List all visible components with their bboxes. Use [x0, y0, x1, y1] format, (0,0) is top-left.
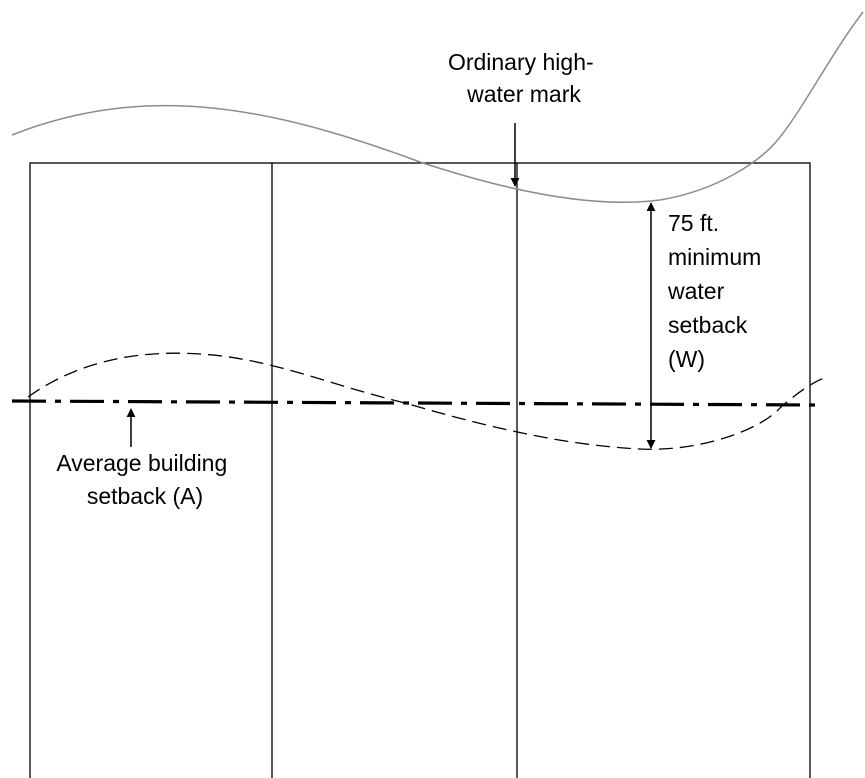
water-setback-label-line: setback	[668, 312, 748, 338]
water-setback-label-line: 75 ft.	[668, 210, 719, 236]
building-setback-label: Average building setback (A)	[56, 450, 233, 509]
water-setback-label-line: (W)	[668, 346, 705, 372]
ordinary-high-water-line	[11, 11, 864, 204]
water-setback-label-line: minimum	[668, 244, 761, 270]
high-water-mark-label-line: water mark	[466, 81, 581, 107]
building-setback-label-line: setback (A)	[87, 483, 203, 509]
water-setback-line	[27, 352, 827, 450]
water-setback-label-line: water	[667, 278, 725, 304]
lot-boundary	[29, 162, 811, 778]
lots-group	[29, 162, 811, 778]
building-setback-label-line: Average building	[56, 450, 227, 476]
high-water-mark-label: Ordinary high- water mark	[448, 49, 600, 107]
building-setback-line	[11, 399, 816, 407]
water-setback-label: 75 ft. minimum water setback (W)	[667, 210, 768, 372]
high-water-mark-label-line: Ordinary high-	[448, 49, 594, 75]
